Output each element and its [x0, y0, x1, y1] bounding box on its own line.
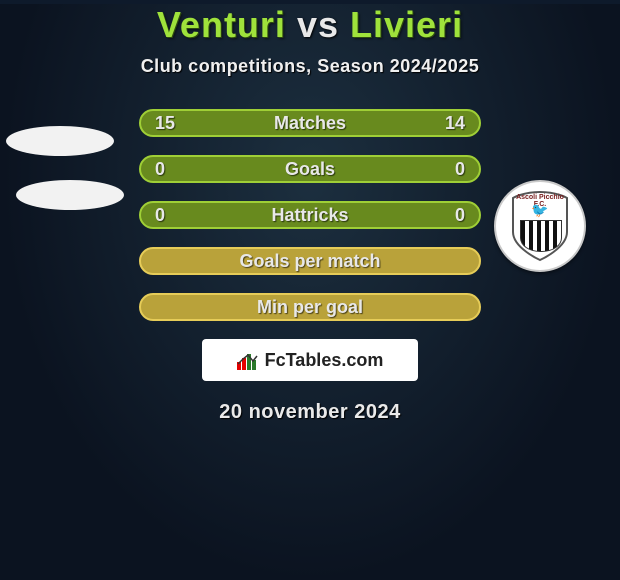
- comparison-card: Venturi vs Livieri Club competitions, Se…: [0, 4, 620, 580]
- stat-label: Goals: [141, 159, 479, 180]
- player2-club-crest: Ascoli Picchio F.C. 🐦: [494, 180, 586, 272]
- stat-right-value: 14: [435, 113, 465, 134]
- stat-label: Goals per match: [141, 251, 479, 272]
- stat-label: Hattricks: [141, 205, 479, 226]
- stat-row-hattricks: 0 Hattricks 0: [139, 201, 481, 229]
- player2-name: Livieri: [350, 4, 463, 45]
- player1-photo-placeholder: [6, 126, 114, 156]
- stat-row-goals-per-match: Goals per match: [139, 247, 481, 275]
- stat-label: Matches: [141, 113, 479, 134]
- bars-icon: [237, 350, 261, 370]
- crest-stripes: [520, 220, 562, 252]
- subtitle: Club competitions, Season 2024/2025: [0, 56, 620, 77]
- snapshot-date: 20 november 2024: [0, 401, 620, 424]
- player1-club-placeholder: [16, 180, 124, 210]
- stat-left-value: 15: [155, 113, 185, 134]
- branding-box: FcTables.com: [202, 339, 418, 381]
- stat-row-goals: 0 Goals 0: [139, 155, 481, 183]
- page-title: Venturi vs Livieri: [0, 4, 620, 46]
- stat-label: Min per goal: [141, 297, 479, 318]
- stat-row-matches: 15 Matches 14: [139, 109, 481, 137]
- stat-left-value: 0: [155, 205, 185, 226]
- stat-right-value: 0: [435, 205, 465, 226]
- stat-left-value: 0: [155, 159, 185, 180]
- player1-name: Venturi: [157, 4, 286, 45]
- stat-row-min-per-goal: Min per goal: [139, 293, 481, 321]
- crest-bird-icon: 🐦: [531, 203, 548, 217]
- vs-separator: vs: [297, 4, 339, 45]
- branding-text: FcTables.com: [265, 350, 384, 371]
- stat-right-value: 0: [435, 159, 465, 180]
